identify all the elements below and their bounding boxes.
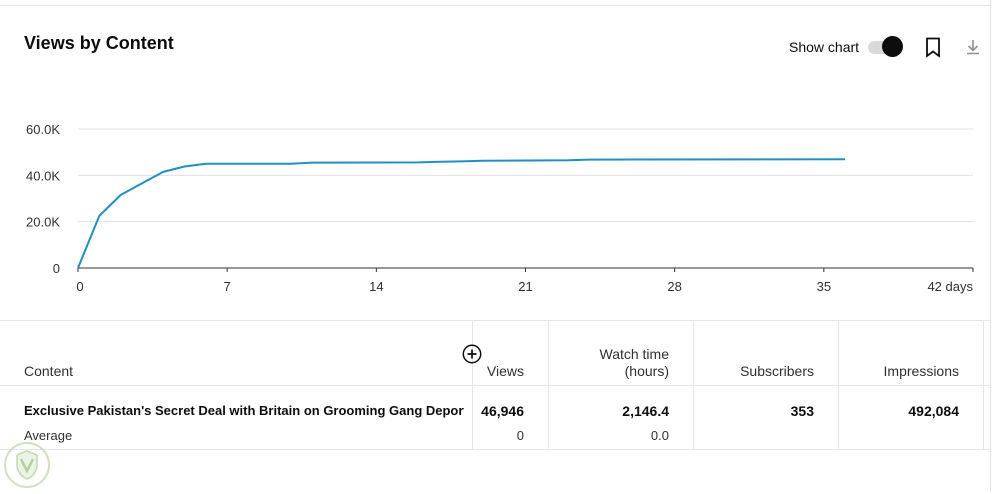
right-divider	[990, 0, 991, 491]
toggle-knob	[882, 36, 903, 57]
row-watch-time: 2,146.4	[622, 403, 669, 419]
show-chart-toggle[interactable]	[866, 36, 904, 58]
row-views: 46,946	[481, 403, 524, 419]
column-header-subscribers[interactable]: Subscribers	[740, 363, 814, 379]
column-header-views[interactable]: Views	[486, 363, 524, 379]
shield-logo-icon	[3, 441, 51, 489]
bookmark-icon[interactable]	[922, 36, 944, 58]
content-table	[0, 320, 990, 450]
x-tick-label: 35	[817, 279, 831, 294]
average-label: Average	[24, 428, 73, 443]
show-chart-label: Show chart	[789, 39, 860, 55]
average-views: 0	[516, 428, 524, 443]
column-header-content[interactable]: Content	[24, 363, 74, 379]
x-tick-label: 42 days	[927, 279, 973, 294]
y-tick-label: 60.0K	[26, 122, 60, 137]
x-tick-label: 7	[224, 279, 231, 294]
table-bottom-border	[0, 449, 990, 450]
download-icon[interactable]	[963, 37, 983, 57]
top-divider	[0, 5, 990, 6]
column-divider	[693, 320, 694, 449]
header-bottom-border	[0, 385, 990, 386]
views-line-chart: 0 20.0K 40.0K 60.0K 0 7 14 21 28 35 42 days	[26, 122, 974, 294]
views-series-line	[77, 158, 846, 269]
y-tick-label: 20.0K	[26, 215, 60, 230]
average-watch-time: 0.0	[650, 428, 669, 443]
y-tick-label: 0	[53, 261, 60, 276]
column-divider	[472, 320, 473, 449]
y-tick-label: 40.0K	[26, 168, 60, 183]
row-subscribers: 353	[790, 403, 814, 419]
x-tick-label: 14	[369, 279, 383, 294]
x-tick-label: 28	[667, 279, 681, 294]
column-divider	[838, 320, 839, 449]
row-content-title[interactable]: Exclusive Pakistan's Secret Deal with Br…	[24, 403, 464, 418]
column-header-watch-time-unit: (hours)	[624, 363, 669, 379]
column-header-watch-time[interactable]: Watch time	[599, 346, 670, 362]
card-title: Views by Content	[24, 33, 174, 53]
column-header-impressions[interactable]: Impressions	[883, 363, 959, 379]
column-divider	[983, 320, 984, 449]
column-divider	[548, 320, 549, 449]
row-impressions: 492,084	[908, 403, 959, 419]
x-tick-label: 0	[76, 279, 83, 294]
table-top-border	[0, 320, 990, 321]
x-tick-label: 21	[518, 279, 532, 294]
add-circle-icon[interactable]	[462, 344, 482, 364]
